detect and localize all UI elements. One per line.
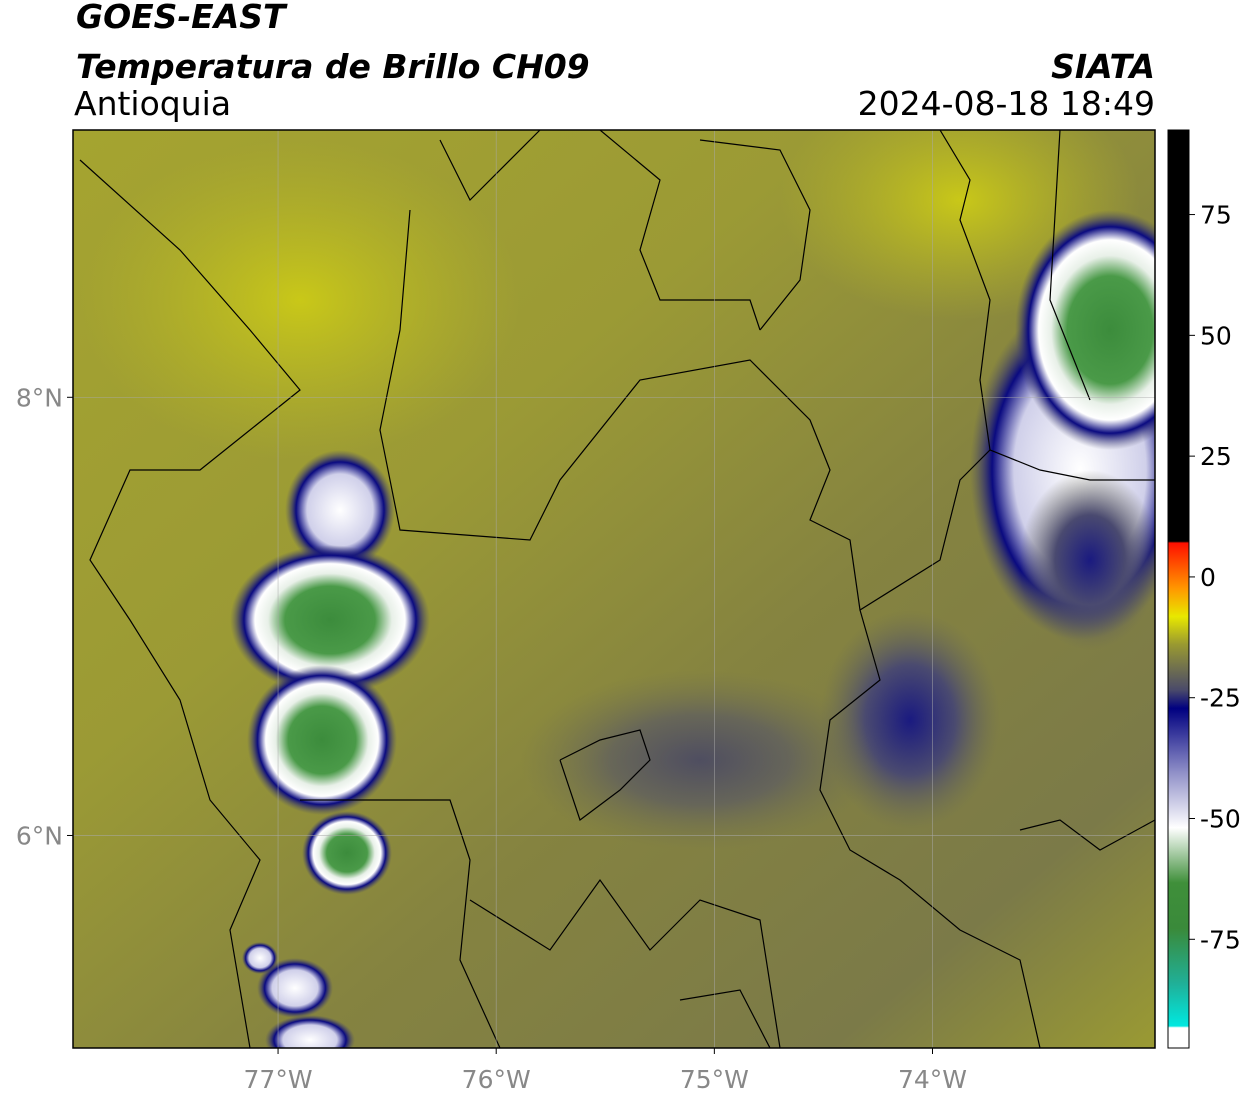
region-label: Antioquia [74, 84, 231, 123]
x-tick-label: 75°W [680, 1065, 749, 1094]
cloud [242, 942, 278, 974]
cold-area [520, 670, 880, 850]
colorbar-tick-label: -25 [1200, 684, 1241, 713]
cloud [247, 665, 397, 815]
colorbar [1167, 129, 1190, 1049]
source-label: SIATA [1051, 47, 1155, 86]
cloud [285, 450, 395, 570]
cold-area [1020, 470, 1155, 650]
cloud [265, 1015, 355, 1048]
cloud [302, 811, 392, 895]
cloud [230, 545, 430, 695]
y-tick-label: 8°N [16, 383, 63, 412]
warm-area [80, 140, 520, 460]
colorbar-tick-label: 0 [1200, 563, 1216, 592]
satellite-title: GOES-EAST [76, 0, 288, 36]
colorbar-tick-label: 75 [1200, 201, 1232, 230]
colorbar-tick-label: -50 [1200, 805, 1241, 834]
map [73, 130, 1155, 1048]
datetime-label: 2024-08-18 18:49 [858, 84, 1155, 123]
cloud [1015, 210, 1155, 450]
colorbar-tick-label: -75 [1200, 925, 1241, 954]
x-tick-label: 77°W [244, 1065, 313, 1094]
colorbar-tick-label: 25 [1200, 442, 1232, 471]
product-title: Temperatura de Brillo CH09 [76, 47, 590, 86]
map-frame [72, 129, 1156, 1049]
boundaries [79, 130, 1155, 1048]
colorbar-tick-label: 50 [1200, 321, 1232, 350]
y-tick-label: 6°N [16, 821, 63, 850]
x-tick-label: 74°W [898, 1065, 967, 1094]
cloud [257, 958, 333, 1018]
x-tick-label: 76°W [462, 1065, 531, 1094]
